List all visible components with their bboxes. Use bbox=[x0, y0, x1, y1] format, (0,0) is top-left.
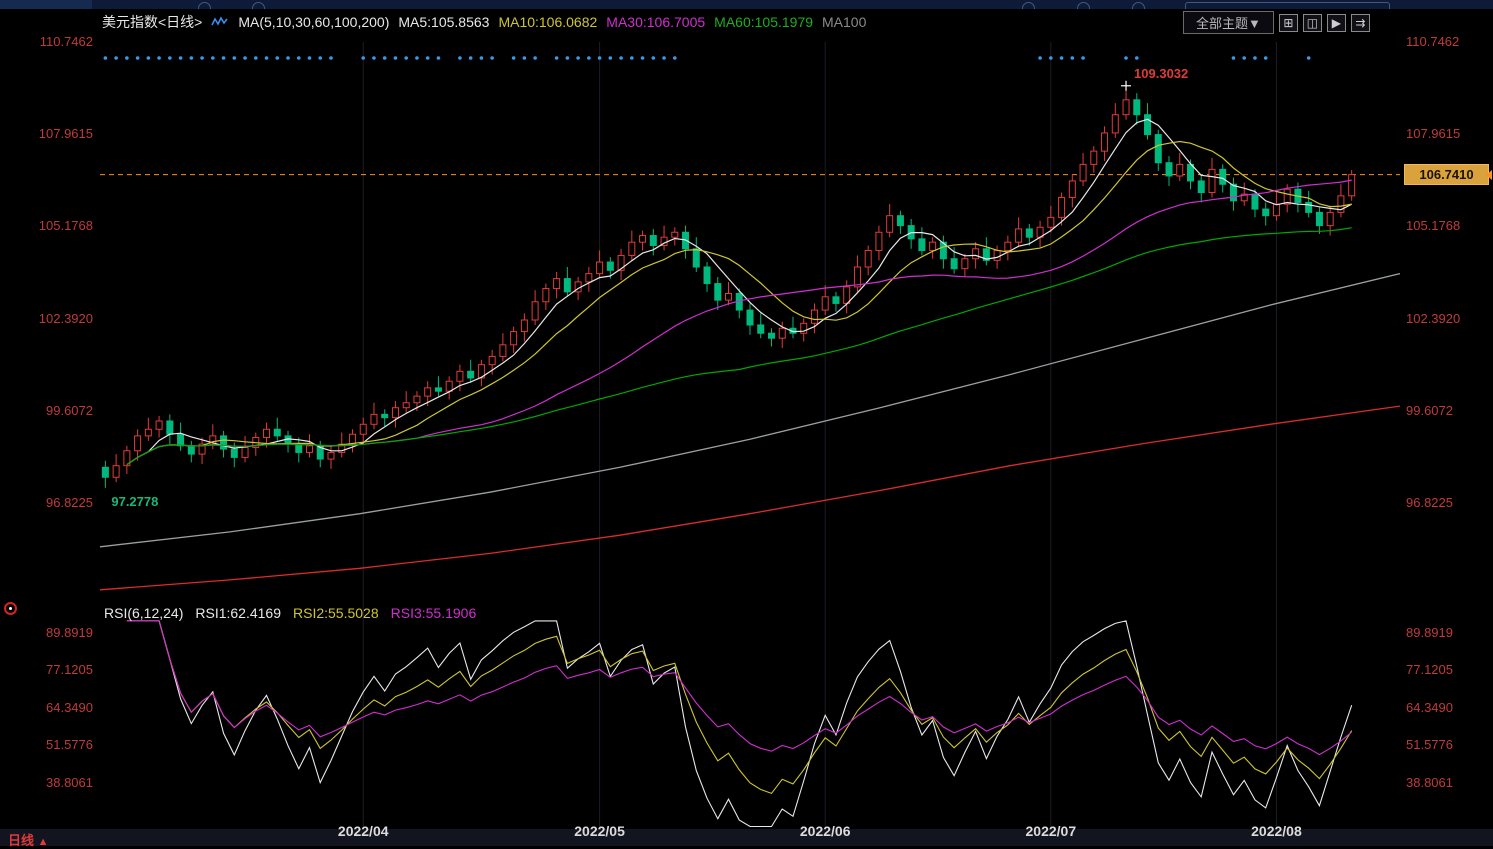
x-axis-label: 2022/07 bbox=[1025, 823, 1077, 839]
toolbar-icon-partial-1[interactable] bbox=[198, 2, 211, 9]
toolbar-icon-partial-4[interactable] bbox=[1077, 2, 1090, 9]
last-price-tag: 106.7410 bbox=[1404, 163, 1489, 185]
ma10-value: MA10:106.0682 bbox=[498, 14, 598, 30]
period-tag: <日线> bbox=[158, 14, 203, 30]
toolbar-icon-partial-2[interactable] bbox=[252, 2, 265, 9]
ma30-value: MA30:106.7005 bbox=[606, 14, 706, 30]
price-axis-label: 102.3920 bbox=[38, 311, 93, 326]
ma-settings-label[interactable]: MA(5,10,30,60,100,200) bbox=[238, 14, 390, 30]
rsi-axis-label: 38.8061 bbox=[1406, 775, 1453, 790]
chart-header: 美元指数<日线> MA(5,10,30,60,100,200) MA5:105.… bbox=[102, 12, 866, 32]
rsi-axis-label: 64.3490 bbox=[1406, 700, 1453, 715]
layout-grid-icon[interactable]: ⊞ bbox=[1278, 13, 1298, 32]
rsi-axis-label: 64.3490 bbox=[46, 700, 93, 715]
rsi-axis-label: 51.5776 bbox=[1406, 737, 1453, 752]
rsi-axis-label: 89.8919 bbox=[1406, 625, 1453, 640]
toolbar-button-partial[interactable] bbox=[1185, 2, 1390, 9]
layout-split-icon[interactable]: ◫ bbox=[1302, 13, 1322, 32]
rsi-axis-label: 38.8061 bbox=[46, 775, 93, 790]
period-up-arrow-icon: ▲ bbox=[37, 836, 49, 848]
symbol-title: 美元指数<日线> bbox=[102, 12, 202, 32]
price-axis-label: 110.7462 bbox=[39, 34, 93, 49]
ma100-value: MA100 bbox=[822, 14, 867, 30]
price-axis-label: 105.1768 bbox=[1406, 218, 1461, 233]
rsi-settings-label[interactable]: RSI(6,12,24) bbox=[104, 605, 184, 621]
kline-style-icon[interactable] bbox=[211, 15, 229, 29]
price-axis-label: 110.7462 bbox=[1406, 34, 1460, 49]
rsi2-value: RSI2:55.5028 bbox=[293, 605, 379, 621]
rsi-axis-label: 77.1205 bbox=[46, 662, 93, 677]
price-axis-label: 96.8225 bbox=[46, 495, 93, 510]
high-price-annotation: 109.3032 bbox=[1134, 65, 1189, 81]
x-axis-label: 2022/08 bbox=[1251, 823, 1302, 839]
rsi-header: RSI(6,12,24) RSI1:62.4169 RSI2:55.5028 R… bbox=[104, 604, 476, 622]
ma60-value: MA60:105.1979 bbox=[714, 14, 814, 30]
x-axis-label: 2022/04 bbox=[337, 823, 389, 839]
theme-selector-button[interactable]: 全部主题▼ bbox=[1183, 11, 1274, 34]
layout-play-icon[interactable]: ▶ bbox=[1326, 13, 1346, 32]
rsi-axis-label: 89.8919 bbox=[46, 625, 93, 640]
toolbar-icon-partial-3[interactable] bbox=[1022, 2, 1035, 9]
target-dot bbox=[9, 607, 12, 610]
rsi-axis-label: 51.5776 bbox=[46, 737, 93, 752]
rsi-axis-label: 77.1205 bbox=[1406, 662, 1453, 677]
x-axis-label: 2022/06 bbox=[799, 823, 851, 839]
price-axis-label: 107.9615 bbox=[38, 126, 93, 141]
header-right-controls: 全部主题▼ ⊞ ◫ ▶ ⇉ bbox=[1183, 11, 1370, 34]
low-price-annotation: 97.2778 bbox=[111, 493, 159, 509]
bottom-status-bar: 日线 ▲ bbox=[0, 829, 1493, 849]
rsi3-value: RSI3:55.1906 bbox=[390, 605, 477, 621]
period-switch-label: 日线 bbox=[8, 833, 35, 848]
target-icon bbox=[4, 602, 17, 615]
price-axis-label: 102.3920 bbox=[1406, 311, 1461, 326]
toolbar-tab-partial[interactable] bbox=[0, 0, 92, 9]
ma5-value: MA5:105.8563 bbox=[398, 14, 490, 30]
rsi1-value: RSI1:62.4169 bbox=[195, 605, 281, 621]
price-axis-label: 96.8225 bbox=[1406, 495, 1453, 510]
price-axis-label: 107.9615 bbox=[1406, 126, 1461, 141]
top-toolbar[interactable] bbox=[0, 0, 1493, 9]
period-switch-button[interactable]: 日线 ▲ bbox=[8, 830, 49, 849]
toolbar-icon-partial-5[interactable] bbox=[1132, 2, 1145, 9]
last-price-arrow-icon bbox=[1486, 169, 1492, 180]
price-axis-label: 99.6072 bbox=[46, 403, 93, 418]
layout-forward-icon[interactable]: ⇉ bbox=[1350, 13, 1370, 32]
price-axis-label: 99.6072 bbox=[1406, 403, 1453, 418]
x-axis-label: 2022/05 bbox=[574, 823, 625, 839]
price-axis-label: 105.1768 bbox=[38, 218, 93, 233]
symbol-name: 美元指数 bbox=[102, 14, 158, 30]
